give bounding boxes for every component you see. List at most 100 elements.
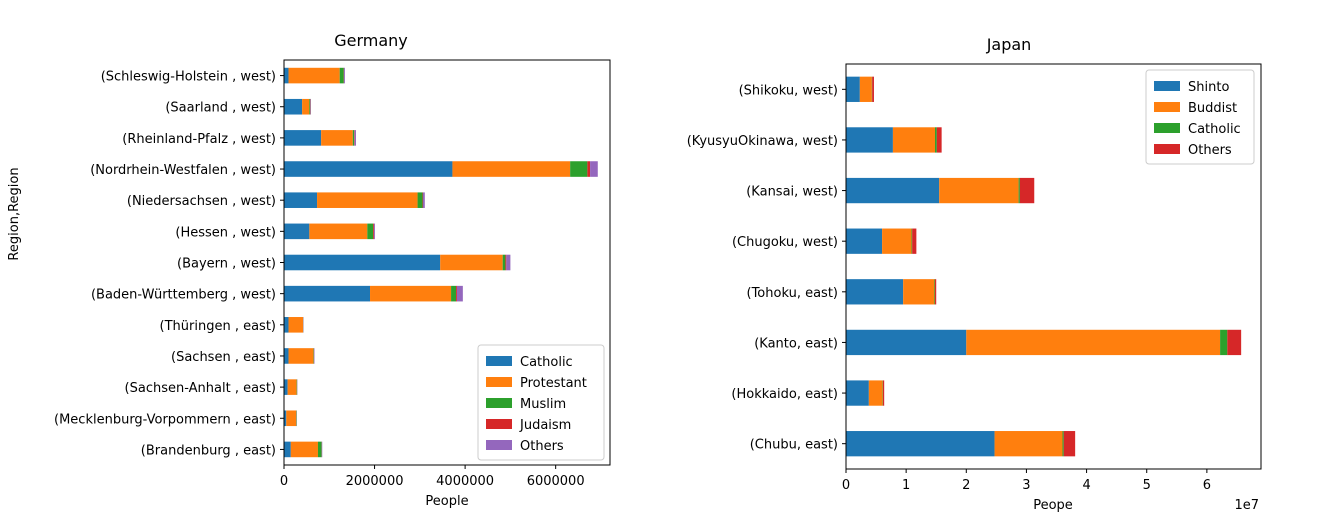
y-tick-label: (Tohoku, east) (747, 286, 839, 301)
x-tick-label: 5 (1143, 478, 1151, 493)
bar-baden-w-rttemberg-west-protestant (370, 285, 452, 302)
bar-bayern-west-catholic (284, 254, 441, 271)
germany-ylabel: Region,Region (7, 167, 22, 260)
bar-schleswig-holstein-west-muslim (339, 67, 344, 84)
y-tick-label: (Kansai, west) (746, 185, 838, 200)
bar-chubu-east-catholic (1062, 431, 1064, 457)
bar-baden-w-rttemberg-west-muslim (451, 285, 457, 302)
bar-mecklenburg-vorpommern-east-catholic (284, 410, 287, 427)
y-tick-label: (Shikoku, west) (739, 83, 838, 98)
bar-kyusyuokinawa-west-shinto (846, 127, 893, 153)
y-tick-label: (Thüringen , east) (160, 319, 276, 334)
bar-tohoku-east-others (935, 279, 937, 305)
bar-nordrhein-westfalen-west-others (590, 161, 598, 177)
legend-swatch-shinto (1154, 81, 1180, 91)
x-tick-label: 2 (962, 478, 970, 493)
bar-kansai-west-shinto (846, 177, 940, 204)
bar-hessen-west-judaism (373, 223, 375, 240)
legend-swatch-others (1154, 144, 1180, 154)
bar-saarland-west-muslim (309, 98, 311, 115)
bar-hokkaido-east-shinto (846, 380, 869, 406)
legend-label-shinto: Shinto (1188, 80, 1229, 95)
germany-y-ticks: (Brandenburg , east) (Mecklenburg-Vorpomm… (54, 70, 284, 458)
bar-brandenburg-east-catholic (284, 441, 291, 458)
japan-bars (846, 76, 1242, 457)
y-tick-label: (Kanto, east) (754, 336, 838, 351)
germany-xlabel: People (425, 494, 468, 509)
bar-brandenburg-east-protestant (290, 441, 318, 458)
germany-x-ticks: 0 2000000 4000000 6000000 (280, 465, 585, 489)
bar-baden-w-rttemberg-west-catholic (284, 285, 371, 302)
bar-baden-w-rttemberg-west-judaism (456, 285, 457, 302)
legend-label-catholic: Catholic (1188, 122, 1241, 137)
legend-label-judaism: Judaism (519, 418, 571, 433)
bar-chugoku-west-shinto (846, 228, 883, 254)
bar-sachsen-east-catholic (284, 348, 289, 364)
y-tick-label: (Rheinland-Pfalz , west) (122, 132, 276, 147)
bar-chubu-east-buddist (994, 431, 1063, 457)
bar-th-ringen-east-catholic (284, 317, 289, 333)
legend-swatch-buddist (1154, 102, 1180, 112)
bar-sachsen-anhalt-east-protestant (287, 379, 297, 395)
x-tick-label: 0 (280, 474, 288, 489)
legend-swatch-catholic (1154, 123, 1180, 133)
bar-hokkaido-east-others (882, 380, 885, 406)
bar-chubu-east-others (1063, 431, 1076, 457)
y-tick-label: (Hokkaido, east) (731, 387, 838, 402)
bar-bayern-west-muslim (502, 254, 506, 271)
x-tick-label: 0 (842, 478, 850, 493)
bar-kansai-west-buddist (939, 177, 1019, 204)
germany-legend: Catholic Protestant Muslim Judaism Others (477, 344, 605, 461)
bar-kyusyuokinawa-west-catholic (935, 127, 937, 153)
x-tick-label: 1 (902, 478, 910, 493)
bar-sachsen-anhalt-east-catholic (284, 379, 288, 395)
y-tick-label: (Mecklenburg-Vorpommern , east) (54, 412, 276, 427)
japan-chart: Japan (Chubu, east) (Hokkaido, east) (Kant… (687, 35, 1262, 513)
bar-tohoku-east-shinto (846, 279, 904, 305)
legend-swatch-others (486, 440, 512, 450)
legend-frame (477, 344, 605, 461)
legend-label-catholic: Catholic (520, 355, 573, 370)
bar-rheinland-pfalz-west-others (354, 130, 356, 146)
y-tick-label: (Chugoku, west) (732, 235, 838, 250)
y-tick-label: (Brandenburg , east) (141, 443, 276, 458)
bar-tohoku-east-catholic (934, 279, 936, 305)
bar-niedersachsen-west-protestant (317, 192, 418, 208)
bar-kansai-west-others (1019, 177, 1035, 204)
legend-swatch-catholic (486, 356, 512, 366)
bar-kyusyuokinawa-west-buddist (892, 127, 936, 153)
bar-niedersachsen-west-muslim (417, 192, 423, 208)
x-tick-label: 2000000 (346, 474, 404, 489)
bar-mecklenburg-vorpommern-east-protestant (286, 410, 297, 427)
bar-schleswig-holstein-west-catholic (284, 67, 289, 84)
bar-th-ringen-east-protestant (288, 317, 304, 333)
y-tick-label: (Sachsen-Anhalt , east) (125, 381, 276, 396)
bar-schleswig-holstein-west-protestant (288, 67, 340, 84)
bar-saarland-west-protestant (302, 98, 310, 115)
bar-rheinland-pfalz-west-protestant (321, 130, 353, 146)
legend-swatch-protestant (486, 377, 512, 387)
bar-sachsen-east-protestant (288, 348, 314, 364)
y-tick-label: (Baden-Württemberg , west) (91, 288, 276, 303)
japan-x-ticks: 0 1 2 3 4 5 6 (842, 469, 1211, 493)
bar-shikoku-west-others (872, 76, 874, 102)
bar-nordrhein-westfalen-west-muslim (570, 161, 588, 177)
y-tick-label: (Bayern , west) (177, 257, 276, 272)
japan-legend: Shinto Buddist Catholic Others (1145, 69, 1255, 165)
legend-label-buddist: Buddist (1188, 101, 1237, 116)
bar-niedersachsen-west-others (423, 192, 425, 208)
legend-swatch-muslim (486, 398, 512, 408)
bar-hessen-west-muslim (367, 223, 374, 240)
bar-bayern-west-protestant (440, 254, 503, 271)
bar-baden-w-rttemberg-west-others (456, 285, 463, 302)
y-tick-label: (Sachsen , east) (171, 350, 276, 365)
x-tick-label: 3 (1022, 478, 1030, 493)
bar-bayern-west-others (506, 254, 511, 271)
x-tick-label: 4 (1082, 478, 1090, 493)
x-tick-label: 6 (1203, 478, 1211, 493)
bar-shikoku-west-buddist (859, 76, 872, 102)
bar-schleswig-holstein-west-others (343, 67, 345, 84)
bar-tohoku-east-buddist (903, 279, 935, 305)
bar-kanto-east-catholic (1220, 329, 1228, 356)
bar-hessen-west-catholic (284, 223, 310, 240)
